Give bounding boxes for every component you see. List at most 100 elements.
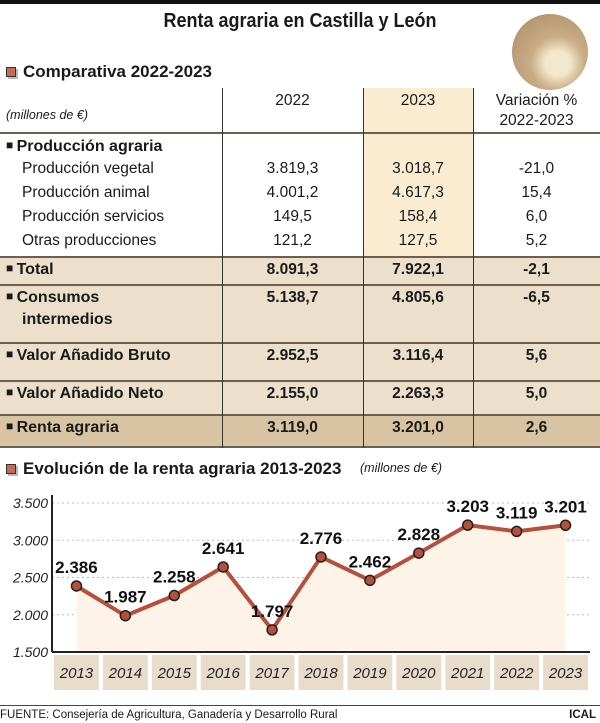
- section-evolucion: Evolución de la renta agraria 2013-2023: [6, 459, 341, 479]
- row-label: Consumos: [6, 289, 100, 307]
- value-2022: 3.119,0: [267, 419, 318, 436]
- data-point: [559, 519, 572, 532]
- x-tick-label: 2020: [401, 665, 436, 682]
- value-2023: 4.805,6: [392, 289, 444, 306]
- data-label: 2.828: [398, 525, 441, 544]
- header-2023: 2023: [400, 92, 436, 109]
- value-2023: 3.116,4: [392, 347, 444, 364]
- top-rule: [0, 0, 600, 4]
- value-2022: 4.001,2: [266, 184, 319, 201]
- section-title: Comparativa 2022-2023: [23, 62, 213, 81]
- y-tick-label: 3.000: [13, 532, 48, 548]
- value-2023: 7.922,1: [392, 261, 444, 278]
- x-tick-band: [396, 655, 442, 690]
- y-tick-label: 2.500: [12, 570, 48, 586]
- x-tick-band: [151, 655, 197, 690]
- value-2023: 158,4: [398, 208, 438, 225]
- column-divider: [363, 88, 364, 448]
- row-label: Valor Añadido Neto: [6, 385, 164, 403]
- row-label: Otras producciones: [22, 232, 157, 249]
- table-row-band: [0, 256, 600, 284]
- data-label: 3.201: [544, 497, 587, 516]
- x-tick-band: [249, 655, 295, 690]
- chart-unit: (millones de €): [360, 461, 442, 475]
- bullet-square-icon: [6, 464, 16, 474]
- value-2023: 2.263,3: [392, 385, 444, 402]
- value-variation: 5,2: [525, 232, 548, 249]
- x-tick-band: [54, 655, 99, 690]
- data-point: [510, 525, 523, 538]
- x-tick-band: [200, 655, 246, 690]
- value-2022: 2.952,5: [266, 347, 319, 364]
- column-divider: [222, 88, 223, 448]
- value-2022: 5.138,7: [266, 289, 319, 306]
- value-2022: 121,2: [273, 232, 312, 249]
- data-point: [70, 580, 83, 592]
- x-tick-label: 2019: [352, 665, 387, 682]
- value-variation: 2,6: [525, 419, 548, 436]
- header-variation: Variación %: [495, 92, 578, 109]
- data-label: 3.203: [446, 497, 489, 516]
- section-comparativa: Comparativa 2022-2023: [6, 62, 212, 82]
- x-tick-label: 2013: [59, 665, 94, 682]
- value-variation: -6,5: [523, 289, 550, 306]
- value-variation: 5,0: [525, 385, 548, 402]
- row-label: Producción vegetal: [22, 160, 154, 177]
- value-variation: 5,6: [525, 347, 548, 364]
- data-label: 2.641: [202, 539, 245, 558]
- wheat-sun-icon: [512, 14, 588, 90]
- data-point: [217, 561, 229, 573]
- row-label: Valor Añadido Bruto: [6, 347, 171, 365]
- area-fill: [76, 525, 566, 652]
- data-label: 3.119: [496, 503, 538, 522]
- data-point: [364, 574, 376, 587]
- data-point: [461, 519, 474, 531]
- value-variation: -21,0: [518, 160, 555, 177]
- x-tick-label: 2016: [205, 665, 240, 682]
- value-2022: 3.819,3: [266, 160, 319, 177]
- value-2023: 127,5: [398, 232, 438, 249]
- value-2022: 8.091,3: [266, 261, 319, 278]
- x-tick-label: 2017: [254, 665, 289, 682]
- data-point: [266, 624, 278, 636]
- value-variation: 6,0: [525, 208, 548, 225]
- chart-title: Evolución de la renta agraria 2013-2023: [23, 459, 342, 478]
- row-label: Renta agraria: [6, 419, 119, 437]
- x-tick-label: 2021: [450, 665, 484, 682]
- x-tick-band: [102, 655, 148, 690]
- column-divider: [473, 88, 474, 448]
- x-tick-band: [494, 655, 540, 690]
- value-variation: 15,4: [521, 184, 552, 201]
- bullet-square-icon: [6, 67, 16, 77]
- row-label: Total: [6, 261, 54, 279]
- row-label: Producción servicios: [22, 208, 165, 225]
- header-variation-period: 2022-2023: [499, 112, 574, 129]
- data-point: [413, 547, 425, 559]
- x-tick-band: [347, 655, 393, 690]
- header-2022: 2022: [275, 92, 310, 109]
- data-label: 1.797: [251, 602, 294, 621]
- row-label: Producción animal: [22, 184, 150, 201]
- unit-label: (millones de €): [6, 108, 88, 122]
- x-tick-band: [298, 655, 344, 690]
- x-tick-label: 2018: [303, 665, 338, 682]
- group-label: Producción agraria: [6, 138, 163, 156]
- y-tick-label: 3.500: [13, 495, 48, 511]
- data-label: 2.462: [349, 552, 392, 571]
- value-2023: 3.201,0: [392, 419, 444, 436]
- x-tick-label: 2023: [548, 665, 583, 682]
- data-label: 1.987: [104, 588, 147, 607]
- x-tick-band: [543, 655, 588, 690]
- page-title: Renta agraria en Castilla y León: [163, 10, 437, 32]
- data-point: [168, 589, 181, 602]
- value-2022: 2.155,0: [266, 385, 319, 402]
- value-2023: 3.018,7: [392, 160, 444, 177]
- x-tick-label: 2022: [499, 665, 534, 682]
- data-point: [119, 609, 132, 622]
- source-text: FUENTE: Consejería de Agricultura, Ganad…: [0, 709, 338, 721]
- y-tick-label: 1.500: [13, 644, 48, 660]
- x-tick-band: [445, 655, 491, 690]
- data-label: 2.776: [300, 529, 343, 548]
- value-2022: 149,5: [273, 208, 312, 225]
